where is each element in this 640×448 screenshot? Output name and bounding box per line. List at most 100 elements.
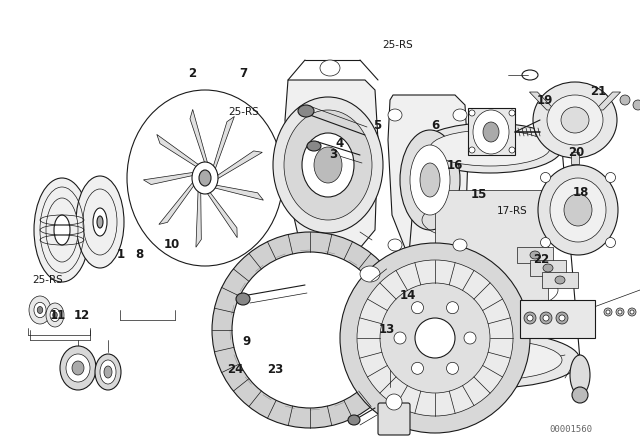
Ellipse shape	[302, 133, 354, 197]
Text: 00001560: 00001560	[549, 425, 593, 434]
Ellipse shape	[620, 95, 630, 105]
Ellipse shape	[509, 110, 515, 116]
Ellipse shape	[473, 110, 509, 154]
Polygon shape	[542, 272, 578, 288]
Polygon shape	[388, 95, 468, 260]
Ellipse shape	[100, 360, 116, 384]
Ellipse shape	[412, 362, 424, 375]
Ellipse shape	[412, 302, 424, 314]
Ellipse shape	[559, 315, 565, 321]
Text: 18: 18	[573, 186, 589, 199]
Ellipse shape	[464, 332, 476, 344]
Ellipse shape	[509, 147, 515, 153]
Text: 19: 19	[537, 94, 554, 108]
Text: 6: 6	[431, 119, 439, 132]
Ellipse shape	[212, 232, 408, 428]
Text: 16: 16	[446, 159, 463, 172]
Ellipse shape	[307, 141, 321, 151]
Ellipse shape	[199, 170, 211, 186]
Polygon shape	[205, 190, 237, 238]
Ellipse shape	[46, 198, 78, 262]
Ellipse shape	[29, 296, 51, 324]
Ellipse shape	[469, 110, 475, 116]
Ellipse shape	[415, 318, 455, 358]
Ellipse shape	[633, 100, 640, 110]
Polygon shape	[212, 185, 264, 200]
Ellipse shape	[236, 293, 250, 305]
Text: 1: 1	[116, 248, 124, 261]
Ellipse shape	[298, 105, 314, 117]
Ellipse shape	[430, 130, 550, 166]
Text: 5: 5	[374, 119, 381, 132]
Ellipse shape	[34, 302, 46, 318]
Ellipse shape	[605, 172, 616, 182]
Text: 20: 20	[568, 146, 584, 159]
Ellipse shape	[284, 110, 372, 220]
Ellipse shape	[34, 178, 90, 282]
Ellipse shape	[388, 239, 402, 251]
Ellipse shape	[420, 163, 440, 197]
Ellipse shape	[314, 147, 342, 183]
Text: 11: 11	[49, 309, 66, 323]
Ellipse shape	[418, 340, 562, 380]
Text: 15: 15	[470, 188, 487, 202]
Polygon shape	[212, 116, 234, 172]
Text: 25-RS: 25-RS	[383, 40, 413, 50]
Ellipse shape	[530, 251, 540, 259]
Polygon shape	[520, 300, 595, 338]
Text: 24: 24	[227, 363, 244, 376]
Ellipse shape	[52, 312, 57, 318]
Polygon shape	[196, 187, 202, 247]
Polygon shape	[529, 92, 555, 110]
Ellipse shape	[192, 162, 218, 194]
Ellipse shape	[540, 172, 550, 182]
Ellipse shape	[555, 276, 565, 284]
Ellipse shape	[360, 266, 380, 282]
Ellipse shape	[46, 303, 64, 327]
Ellipse shape	[483, 122, 499, 142]
Text: 21: 21	[590, 85, 607, 99]
Polygon shape	[285, 80, 378, 248]
Ellipse shape	[628, 308, 636, 316]
Text: 25-RS: 25-RS	[228, 107, 259, 117]
Text: 7: 7	[239, 67, 247, 81]
Ellipse shape	[543, 264, 553, 272]
Text: 2: 2	[188, 67, 196, 81]
Ellipse shape	[605, 237, 616, 248]
Ellipse shape	[604, 308, 612, 316]
Ellipse shape	[606, 310, 610, 314]
Ellipse shape	[533, 82, 617, 158]
Text: 22: 22	[532, 253, 549, 267]
Ellipse shape	[348, 415, 360, 425]
Ellipse shape	[232, 252, 388, 408]
Ellipse shape	[453, 109, 467, 121]
Polygon shape	[216, 151, 262, 180]
Text: 10: 10	[163, 237, 180, 251]
Ellipse shape	[572, 387, 588, 403]
FancyBboxPatch shape	[378, 403, 410, 435]
Text: 12: 12	[74, 309, 90, 323]
Ellipse shape	[66, 354, 90, 382]
Ellipse shape	[418, 123, 562, 173]
Ellipse shape	[556, 312, 568, 324]
Polygon shape	[571, 152, 579, 164]
Ellipse shape	[561, 107, 589, 133]
Ellipse shape	[60, 346, 96, 390]
Ellipse shape	[547, 95, 603, 145]
Ellipse shape	[410, 145, 450, 215]
Ellipse shape	[570, 355, 590, 395]
Ellipse shape	[616, 308, 624, 316]
Text: 13: 13	[379, 323, 396, 336]
Ellipse shape	[540, 312, 552, 324]
Polygon shape	[157, 134, 202, 168]
Ellipse shape	[538, 165, 618, 255]
Ellipse shape	[400, 130, 460, 230]
Ellipse shape	[453, 239, 467, 251]
Text: 23: 23	[267, 363, 284, 376]
Ellipse shape	[380, 283, 490, 393]
Ellipse shape	[630, 310, 634, 314]
Ellipse shape	[386, 394, 402, 410]
Polygon shape	[190, 109, 209, 167]
Ellipse shape	[273, 97, 383, 233]
Ellipse shape	[550, 178, 606, 242]
